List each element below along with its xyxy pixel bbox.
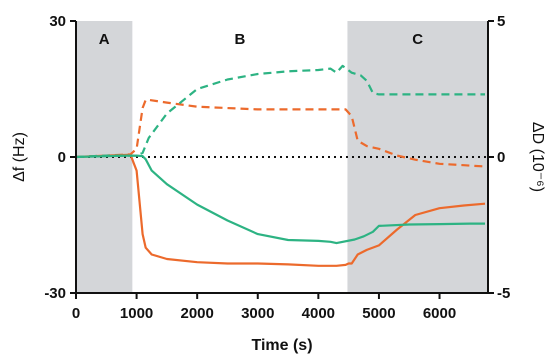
- x-tick-label: 5000: [362, 305, 395, 322]
- tick-labels: 0 1000 2000 3000 4000 5000 6000 30 0 -30 5 0 -5: [44, 13, 510, 322]
- x-tick-label: 2000: [180, 305, 213, 322]
- x-tick-label: 4000: [302, 305, 335, 322]
- region-label-a: A: [99, 31, 110, 48]
- right-y-axis-title: ΔD (10⁻⁶): [529, 122, 546, 192]
- region-label-c: C: [412, 31, 423, 48]
- left-y-axis-title: Δf (Hz): [11, 132, 28, 182]
- axes: [70, 20, 494, 299]
- region-labels: A B C: [99, 31, 424, 48]
- series-line-green-solid: [75, 154, 485, 245]
- x-axis-title: Time (s): [251, 337, 312, 354]
- series-lines: [75, 64, 486, 267]
- left-y-tick-label: 0: [58, 149, 66, 166]
- right-y-tick-label: 5: [497, 13, 505, 30]
- x-tick-label: 3000: [241, 305, 274, 322]
- series-line-orange-dashed: [75, 98, 486, 168]
- right-y-tick-label: -5: [497, 285, 510, 302]
- region-label-b: B: [234, 31, 245, 48]
- right-y-tick-label: 0: [497, 149, 505, 166]
- left-y-tick-label: 30: [49, 13, 66, 30]
- series-line-green-dashed: [75, 64, 485, 159]
- series-line-orange-solid: [75, 153, 486, 267]
- x-tick-label: 0: [72, 305, 80, 322]
- left-y-tick-label: -30: [44, 285, 66, 302]
- x-tick-label: 1000: [120, 305, 153, 322]
- x-tick-label: 6000: [423, 305, 456, 322]
